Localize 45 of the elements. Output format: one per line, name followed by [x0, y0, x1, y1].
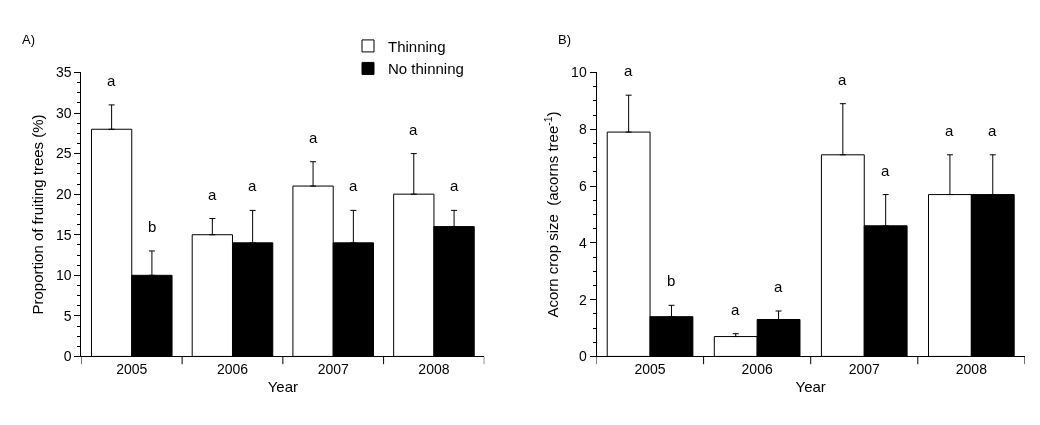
y-tick-label: 5 [63, 307, 72, 324]
x-tick-label: 2008 [955, 361, 988, 378]
annotation: a [409, 121, 418, 138]
y-tick-label: 0 [578, 348, 587, 365]
annotation: b [148, 218, 157, 235]
x-tick-label: 2006 [216, 361, 249, 378]
y-tick-label: 35 [56, 64, 72, 81]
legend-label: No thinning [388, 60, 464, 78]
x-tick-label: 2008 [418, 361, 450, 378]
annotation: a [349, 177, 358, 194]
x-tick-label: 2007 [848, 361, 881, 378]
x-axis-title: Year [795, 378, 826, 396]
annotation: a [881, 162, 890, 179]
annotation: a [624, 62, 633, 79]
x-axis-title: Year [267, 378, 299, 396]
y-tick-label: 0 [63, 348, 72, 365]
x-tick-label: 2006 [741, 361, 773, 378]
chart-title: A) [22, 32, 35, 47]
chart-title: B) [558, 32, 571, 47]
y-tick-label: 10 [571, 64, 587, 81]
annotation: a [248, 177, 257, 194]
y-tick-label: 4 [578, 234, 587, 251]
y-tick-label: 30 [56, 104, 72, 121]
x-tick-label: 2007 [317, 361, 349, 378]
annotation: a [107, 72, 116, 89]
annotation: a [450, 177, 459, 194]
y-tick-label: 10 [56, 267, 72, 284]
annotation: a [774, 278, 783, 295]
x-tick-label: 2005 [634, 361, 666, 378]
y-axis-title: Proportion of fruiting trees (%) [29, 114, 47, 315]
annotation: b [667, 272, 676, 289]
y-tick-label: 2 [578, 291, 587, 308]
y-tick-label: 15 [56, 226, 72, 243]
annotation: a [309, 129, 318, 146]
legend-label: Thinning [388, 37, 446, 55]
y-tick-label: 8 [578, 121, 587, 138]
annotation: a [945, 122, 954, 139]
x-tick-label: 2005 [116, 361, 148, 378]
y-tick-label: 20 [56, 186, 72, 203]
annotation: a [838, 71, 847, 88]
annotation: a [988, 122, 997, 139]
annotation: a [208, 186, 217, 203]
annotation: a [731, 301, 740, 318]
y-tick-label: 25 [56, 145, 72, 162]
y-tick-label: 6 [578, 177, 587, 194]
